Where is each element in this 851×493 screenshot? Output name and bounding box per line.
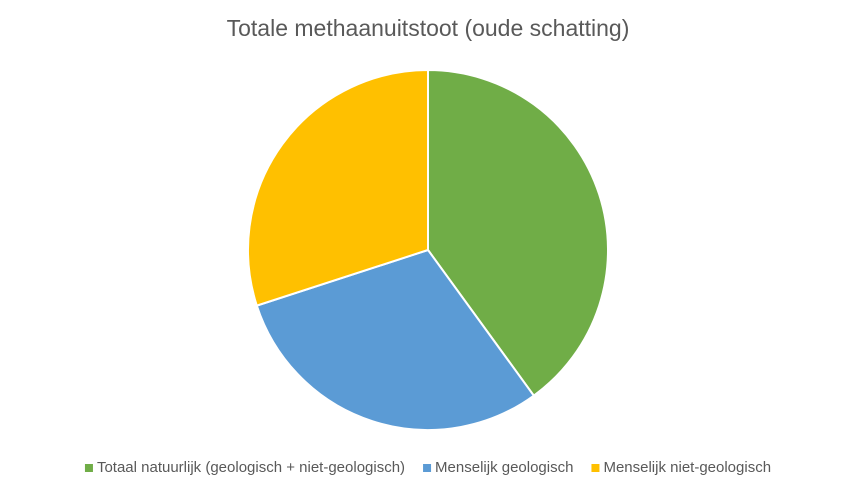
legend-swatch	[423, 464, 432, 472]
pie-slice	[427, 68, 609, 398]
pie-slice	[247, 68, 429, 307]
legend-label: Totaal natuurlijk (geologisch + niet-geo…	[97, 459, 405, 476]
legend-label: Menselijk geologisch	[435, 459, 573, 476]
chart-title: Totale methaanuitstoot (oude schatting)	[227, 15, 630, 41]
legend-swatch	[591, 464, 600, 472]
legend-swatch	[84, 464, 93, 472]
legend-label: Menselijk niet-geologisch	[603, 459, 771, 476]
pie-slice	[255, 248, 536, 431]
